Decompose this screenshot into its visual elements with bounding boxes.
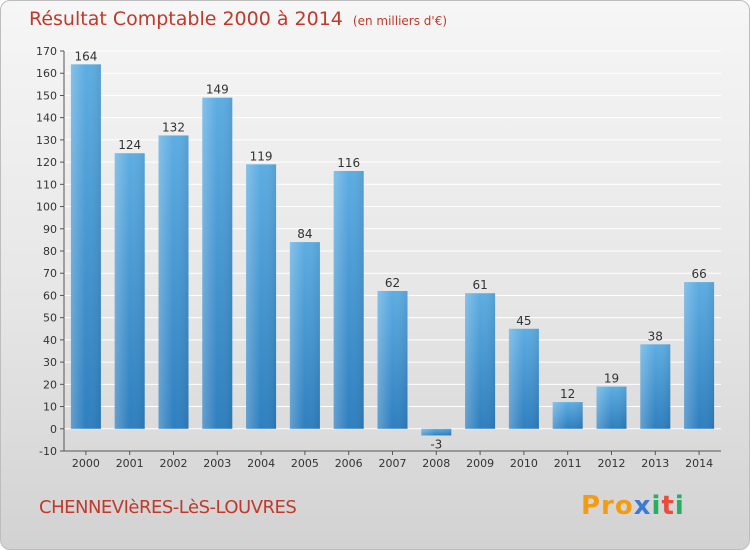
value-label-2013: 38 [648,329,663,343]
bar-highlight [377,291,408,429]
proxiti-logo: Proxiti [581,491,685,521]
bar-highlight [552,402,583,429]
value-label-2007: 62 [385,276,400,290]
chart-subtitle: (en milliers d'€) [352,14,448,28]
x-tick-label-2008: 2008 [422,457,450,470]
value-label-2005: 84 [297,227,312,241]
x-tick-label-2002: 2002 [160,457,188,470]
y-tick-label: 120 [36,156,57,169]
y-tick-label: 40 [43,334,57,347]
bar-highlight [333,171,364,429]
value-label-2006: 116 [337,156,360,170]
x-tick-label-2000: 2000 [72,457,100,470]
value-label-2009: 61 [472,278,487,292]
x-tick-label-2011: 2011 [554,457,582,470]
chart-title: Résultat Comptable 2000 à 2014 (en millie… [29,8,447,30]
value-label-2008: -3 [430,437,442,451]
x-tick-label-2004: 2004 [247,457,275,470]
x-tick-label-2012: 2012 [598,457,626,470]
value-label-2003: 149 [206,83,229,97]
y-tick-label: 20 [43,378,57,391]
y-tick-label: 70 [43,267,57,280]
y-tick-label: -10 [39,445,57,458]
x-tick-label-2006: 2006 [335,457,363,470]
x-tick-label-2001: 2001 [116,457,144,470]
value-label-2011: 12 [560,387,575,401]
value-label-2001: 124 [118,138,141,152]
value-label-2012: 19 [604,372,619,386]
y-tick-label: 90 [43,223,57,236]
bar-highlight [465,293,496,429]
bar-highlight [289,242,320,429]
y-tick-label: 30 [43,356,57,369]
value-label-2002: 132 [162,120,185,134]
bar-highlight [70,64,101,429]
y-tick-label: 10 [43,401,57,414]
bar-highlight [508,328,539,429]
y-tick-label: 160 [36,67,57,80]
y-tick-label: 100 [36,201,57,214]
bar-highlight [114,153,145,429]
bar-highlight [640,344,671,429]
chart-title-text: Résultat Comptable 2000 à 2014 [29,8,343,30]
y-tick-label: 110 [36,178,57,191]
x-tick-label-2009: 2009 [466,457,494,470]
bar-highlight [421,428,452,436]
x-tick-label-2003: 2003 [203,457,231,470]
value-label-2000: 164 [74,49,97,63]
y-tick-label: 140 [36,112,57,125]
x-tick-label-2007: 2007 [379,457,407,470]
y-tick-label: 50 [43,312,57,325]
commune-name: CHENNEVIèRES-LèS-LOUVRES [39,497,297,518]
bar-highlight [684,282,715,429]
x-tick-label-2014: 2014 [685,457,713,470]
value-label-2004: 119 [250,149,273,163]
bar-highlight [596,386,627,429]
y-tick-label: 0 [50,423,57,436]
x-tick-label-2010: 2010 [510,457,538,470]
value-label-2010: 45 [516,314,531,328]
value-label-2014: 66 [691,267,706,281]
bar-highlight [202,97,233,429]
bar-highlight [158,135,189,429]
x-tick-label-2013: 2013 [641,457,669,470]
y-tick-label: 170 [36,45,57,58]
y-tick-label: 60 [43,289,57,302]
x-tick-label-2005: 2005 [291,457,319,470]
bar-highlight [246,164,277,429]
y-tick-label: 80 [43,245,57,258]
y-tick-label: 150 [36,89,57,102]
y-tick-label: 130 [36,134,57,147]
